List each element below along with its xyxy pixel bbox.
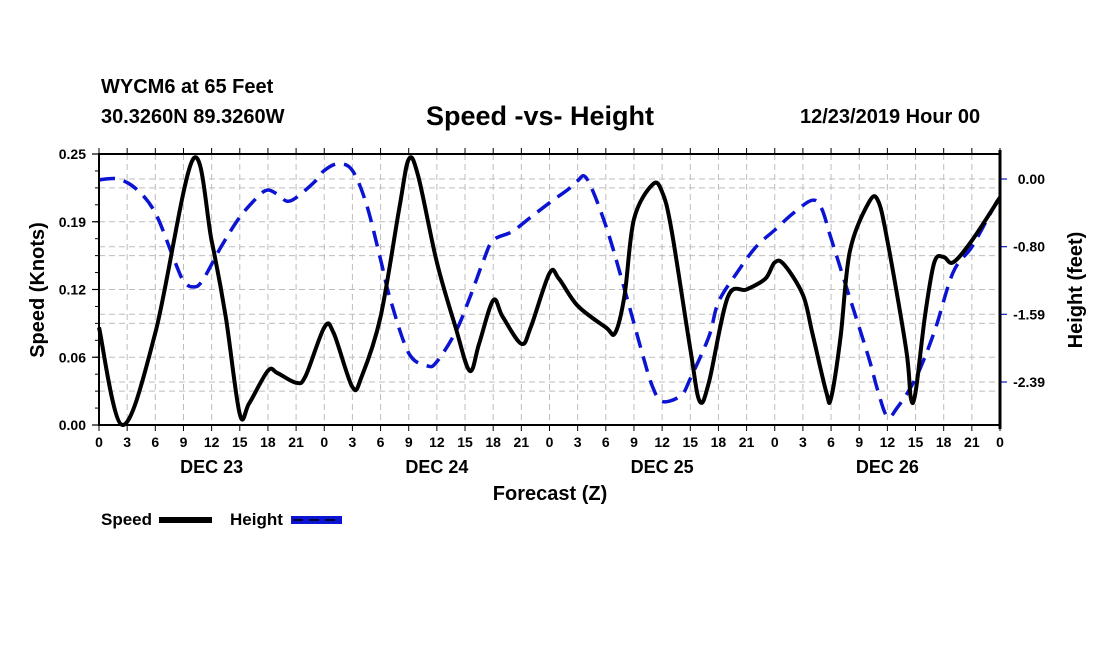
- y-tick-label: 0.19: [59, 214, 86, 230]
- x-tick-label: 9: [855, 434, 863, 450]
- x-tick-label: 18: [260, 434, 276, 450]
- y-tick-label: 0.00: [59, 417, 86, 433]
- x-tick-label: 9: [180, 434, 188, 450]
- y-tick-label: 0.06: [59, 349, 86, 365]
- y2-tick-label: -0.80: [1013, 239, 1045, 255]
- x-tick-label: 12: [204, 434, 220, 450]
- y2-tick-label: -2.39: [1013, 374, 1045, 390]
- x-tick-label: 18: [936, 434, 952, 450]
- x-tick-label: 3: [574, 434, 582, 450]
- station-label: WYCM6 at 65 Feet: [101, 76, 274, 98]
- x-tick-label: 9: [630, 434, 638, 450]
- coordinates-label: 30.3260N 89.3260W: [101, 106, 285, 128]
- day-label: DEC 26: [856, 457, 919, 477]
- y-tick-label: 0.12: [59, 282, 86, 298]
- day-label: DEC 23: [180, 457, 243, 477]
- x-tick-label: 9: [405, 434, 413, 450]
- x-tick-label: 6: [602, 434, 610, 450]
- x-tick-label: 0: [95, 434, 103, 450]
- x-tick-label: 0: [771, 434, 779, 450]
- series-layer: [97, 155, 1002, 427]
- x-tick-label: 15: [232, 434, 248, 450]
- y2-axis-title: Height (feet): [1065, 232, 1087, 349]
- x-tick-label: 21: [739, 434, 755, 450]
- x-axis-title: Forecast (Z): [493, 483, 607, 505]
- x-tick-label: 6: [827, 434, 835, 450]
- x-tick-label: 0: [996, 434, 1004, 450]
- x-tick-label: 12: [654, 434, 670, 450]
- x-tick-label: 3: [799, 434, 807, 450]
- x-tick-label: 6: [151, 434, 159, 450]
- chart-title: Speed -vs- Height: [426, 101, 655, 131]
- x-tick-label: 18: [485, 434, 501, 450]
- x-tick-label: 0: [546, 434, 554, 450]
- y-tick-label: 0.25: [59, 146, 86, 162]
- x-tick-label: 15: [682, 434, 698, 450]
- y2-tick-label: -1.59: [1013, 306, 1045, 322]
- x-tick-label: 0: [320, 434, 328, 450]
- height-series-line: [98, 161, 1002, 420]
- legend: Speed Height: [101, 510, 342, 529]
- speed-series-line: [97, 155, 1002, 427]
- x-tick-label: 15: [908, 434, 924, 450]
- x-tick-label: 3: [123, 434, 131, 450]
- x-tick-label: 12: [880, 434, 896, 450]
- x-tick-label: 21: [288, 434, 304, 450]
- legend-height-label: Height: [230, 510, 283, 529]
- x-tick-label: 21: [514, 434, 530, 450]
- day-label: DEC 24: [405, 457, 468, 477]
- y2-tick-label: 0.00: [1018, 171, 1045, 187]
- x-tick-label: 3: [349, 434, 357, 450]
- legend-speed-label: Speed: [101, 510, 152, 529]
- x-tick-label: 18: [711, 434, 727, 450]
- forecast-date: 12/23/2019 Hour 00: [800, 106, 981, 128]
- x-tick-label: 21: [964, 434, 980, 450]
- x-tick-label: 12: [429, 434, 445, 450]
- y-axis-title: Speed (Knots): [27, 222, 49, 358]
- axes: 0 3 6 9 12 15 18 21 0 3 6 9 12 15 18 21 0 3 6 9 12 15 18 21 0 3 6 9…: [59, 146, 1045, 477]
- grid-lines: [99, 154, 1000, 425]
- day-label: DEC 25: [631, 457, 694, 477]
- x-tick-label: 6: [377, 434, 385, 450]
- x-tick-label: 15: [457, 434, 473, 450]
